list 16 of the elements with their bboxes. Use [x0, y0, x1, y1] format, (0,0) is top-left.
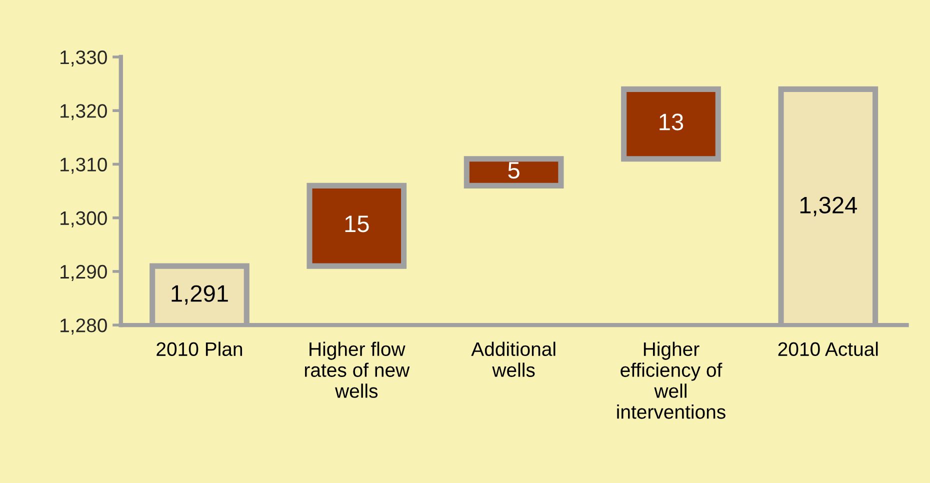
- y-tick-label: 1,320: [60, 104, 107, 120]
- y-tick-label: 1,330: [60, 50, 107, 67]
- x-tick-label: 2010 Actual: [778, 342, 878, 356]
- data-label: 15: [345, 216, 369, 232]
- x-tick-label: Higher efficiency of well interventions: [617, 342, 726, 419]
- data-label: 1,324: [800, 196, 858, 216]
- y-tick-label: 1,290: [60, 264, 107, 281]
- data-label: 13: [660, 114, 684, 130]
- y-tick-label: 1,310: [60, 158, 107, 174]
- data-label: 5: [508, 162, 520, 179]
- x-tick-label: 2010 Plan: [156, 342, 242, 356]
- y-tick-label: 1,300: [60, 211, 107, 228]
- x-tick-label: Higher flow rates of new wells: [304, 342, 410, 398]
- y-tick-label: 1,280: [60, 318, 107, 335]
- data-label: 1,291: [172, 285, 228, 305]
- x-tick-label: Additional wells: [471, 342, 556, 377]
